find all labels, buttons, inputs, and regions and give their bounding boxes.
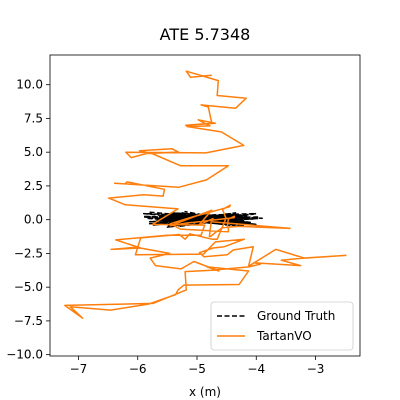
x-axis-label: x (m)	[189, 385, 221, 399]
x-axis-ticks: −7 −6 −5 −4 −3	[70, 356, 325, 376]
series-layer	[64, 70, 347, 319]
x-tick-label: −3	[307, 362, 325, 376]
chart-title: ATE 5.7348	[160, 25, 251, 44]
legend: Ground Truth TartanVO	[210, 301, 354, 351]
y-tick-label: −2.5	[14, 246, 43, 260]
plot-frame	[49, 54, 361, 357]
y-tick-label: −10.0	[6, 348, 43, 362]
x-tick-label: −7	[70, 362, 88, 376]
y-tick-label: 2.5	[24, 179, 43, 193]
series-line-tartanvo	[64, 70, 347, 319]
legend-label-ground-truth: Ground Truth	[257, 309, 335, 323]
y-tick-label: 0.0	[24, 213, 43, 227]
y-tick-label: 7.5	[24, 111, 43, 125]
y-tick-label: −5.0	[14, 280, 43, 294]
legend-label-tartanvo: TartanVO	[256, 329, 312, 343]
x-tick-label: −4	[247, 362, 265, 376]
legend-box	[210, 301, 354, 351]
y-tick-label: −7.5	[14, 314, 43, 328]
y-tick-label: 10.0	[16, 78, 43, 92]
y-axis-ticks: −10.0 −7.5 −5.0 −2.5 0.0 2.5 5.0 7.5 10.0	[6, 78, 50, 362]
x-tick-label: −5	[188, 362, 206, 376]
x-tick-label: −6	[129, 362, 147, 376]
y-tick-label: 5.0	[24, 145, 43, 159]
